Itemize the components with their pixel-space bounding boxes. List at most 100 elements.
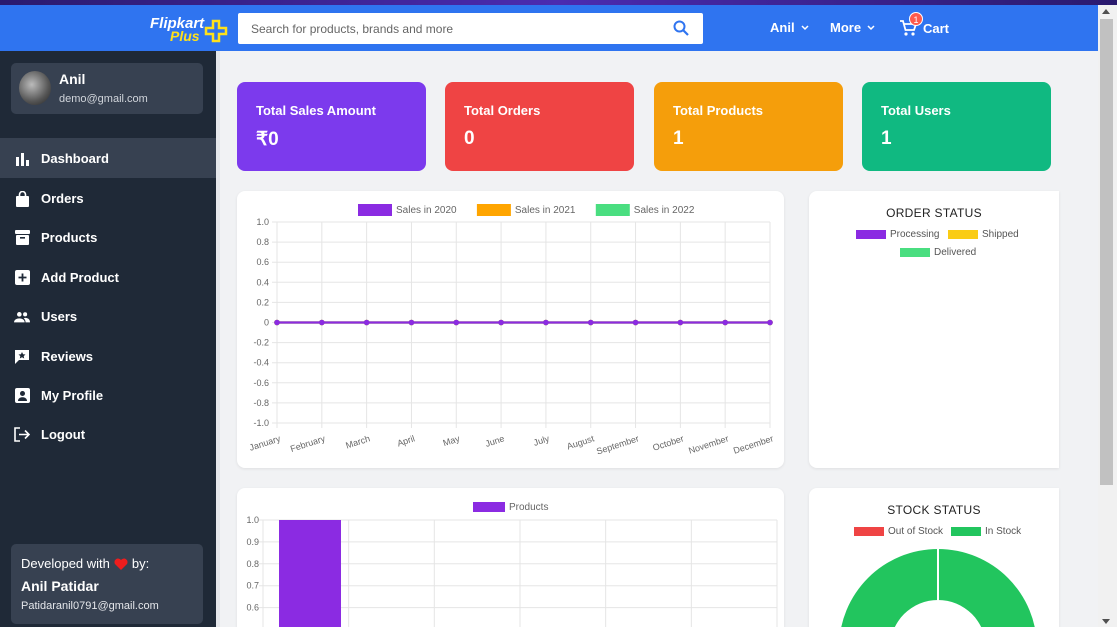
developer-credit: Developed with by: Anil Patidar Patidara… (11, 544, 203, 624)
legend-label: Sales in 2021 (515, 205, 576, 216)
avatar (19, 71, 51, 105)
stat-card-title: Total Users (881, 103, 951, 118)
sidebar-item-dashboard[interactable]: Dashboard (0, 139, 216, 178)
legend-item-in-stock[interactable]: In Stock (951, 526, 1021, 537)
legend-item-shipped[interactable]: Shipped (948, 229, 1019, 240)
data-point (587, 319, 594, 326)
scroll-down-arrow[interactable] (1102, 619, 1110, 624)
author-name: Anil Patidar (21, 578, 99, 594)
flipkart-logo[interactable]: Flipkart Plus (148, 15, 228, 44)
cart-label: Cart (923, 21, 950, 36)
legend-label: Sales in 2022 (634, 205, 695, 216)
legend-swatch (595, 204, 630, 216)
sidebar-item-logout[interactable]: Logout (0, 415, 216, 454)
logout-icon (14, 427, 30, 443)
sidebar-item-orders[interactable]: Orders (0, 179, 216, 218)
legend-item-processing[interactable]: Processing (856, 229, 939, 240)
x-tick-label: July (532, 433, 551, 448)
stat-card-title: Total Products (673, 103, 764, 118)
sidebar-item-my-profile[interactable]: My Profile (0, 376, 216, 415)
sales-line-chart-panel: 1.0 0.8 0.6 0.4 0.2 0 -0.2 -0.4 -0.6 -0.8 -1.0 Janu… (237, 191, 784, 468)
logo-sub-text: Plus (170, 28, 200, 44)
user-menu[interactable]: Anil (770, 20, 809, 35)
search-bar (238, 13, 703, 44)
x-tick-label: March (344, 433, 371, 450)
stat-card-title: Total Orders (464, 103, 541, 118)
data-point (498, 319, 504, 326)
y-tick-label: 0.4 (256, 277, 269, 287)
legend-item-out-of-stock[interactable]: Out of Stock (854, 526, 943, 537)
x-tick-label: September (595, 433, 640, 456)
sidebar-profile[interactable]: Anil demo@gmail.com (11, 63, 203, 114)
more-menu-label: More (830, 20, 862, 35)
profile-name: Anil (59, 71, 86, 87)
order-status-title: ORDER STATUS (886, 206, 982, 220)
x-tick-label: January (248, 433, 282, 453)
y-tick-label: 0.9 (246, 537, 259, 547)
y-tick-label: -0.4 (253, 358, 269, 368)
developed-with-line: Developed with by: (21, 556, 149, 571)
legend-item-delivered[interactable]: Delivered (900, 247, 976, 258)
x-tick-label: May (442, 433, 462, 448)
legend-label: Shipped (982, 229, 1019, 240)
sidebar-item-label: Dashboard (41, 151, 109, 166)
group-icon (14, 309, 30, 325)
chevron-down-icon (801, 24, 809, 30)
x-tick-label: December (732, 433, 775, 455)
data-point (543, 319, 549, 326)
scrollbar-thumb[interactable] (1100, 19, 1113, 485)
stat-card-value: 1 (673, 128, 684, 149)
search-input[interactable] (238, 13, 658, 44)
sidebar-item-label: Orders (41, 191, 84, 206)
sidebar-item-label: My Profile (41, 388, 104, 403)
sidebar-item-users[interactable]: Users (0, 297, 216, 336)
vertical-scrollbar[interactable] (1098, 5, 1117, 627)
stock-status-panel: STOCK STATUS Out of Stock In Stock (809, 488, 1059, 627)
chevron-down-icon (867, 24, 875, 30)
cart-count-badge: 1 (909, 12, 923, 26)
top-strip (0, 0, 1117, 5)
legend-swatch (473, 502, 505, 512)
legend-label: Products (509, 502, 548, 513)
sidebar-item-reviews[interactable]: Reviews (0, 337, 216, 376)
y-tick-label: -0.6 (253, 378, 269, 388)
data-point (408, 319, 415, 326)
legend-label: Processing (890, 229, 940, 240)
sidebar-item-products[interactable]: Products (0, 218, 216, 257)
user-menu-label: Anil (770, 20, 795, 35)
legend-item: Sales in 2021 (476, 204, 576, 216)
sidebar-divider (0, 138, 216, 139)
heart-icon (114, 558, 128, 570)
stat-card-value: 1 (881, 128, 892, 149)
x-tick-label: February (289, 433, 327, 454)
dashboard-main: Total Sales Amount ₹0 Total Orders 0 Tot… (220, 51, 1098, 627)
scroll-up-arrow[interactable] (1102, 9, 1110, 14)
data-point (722, 319, 728, 326)
legend-swatch (948, 230, 978, 239)
y-tick-label: -0.2 (253, 338, 269, 348)
legend-label: Sales in 2020 (396, 205, 457, 216)
y-tick-label: 1.0 (256, 217, 269, 227)
y-tick-label: 0.6 (246, 603, 259, 613)
developed-with-text: Developed with (21, 556, 110, 571)
sales-line-chart: 1.0 0.8 0.6 0.4 0.2 0 -0.2 -0.4 -0.6 -0.8 -1.0 Janu… (248, 204, 775, 457)
x-tick-label: August (566, 433, 596, 451)
stat-card-total-products: Total Products 1 (654, 82, 843, 171)
sidebar-item-add-product[interactable]: Add Product (0, 258, 216, 297)
y-tick-label: 0 (264, 318, 269, 328)
stat-card-title: Total Sales Amount (256, 103, 376, 118)
data-point (274, 319, 280, 326)
search-icon[interactable] (673, 20, 689, 41)
x-tick-label: June (484, 433, 506, 449)
y-tick-label: 0.7 (246, 581, 259, 591)
sidebar-item-label: Add Product (41, 270, 119, 285)
y-tick-label: -0.8 (253, 398, 269, 408)
stat-card-total-users: Total Users 1 (862, 82, 1051, 171)
legend-label: Out of Stock (888, 526, 944, 537)
inventory-icon (14, 230, 30, 246)
bar-products (279, 520, 341, 627)
cart-link[interactable]: Cart (899, 20, 949, 37)
more-menu[interactable]: More (830, 20, 875, 35)
legend-swatch (358, 204, 392, 216)
legend-swatch (476, 204, 511, 216)
